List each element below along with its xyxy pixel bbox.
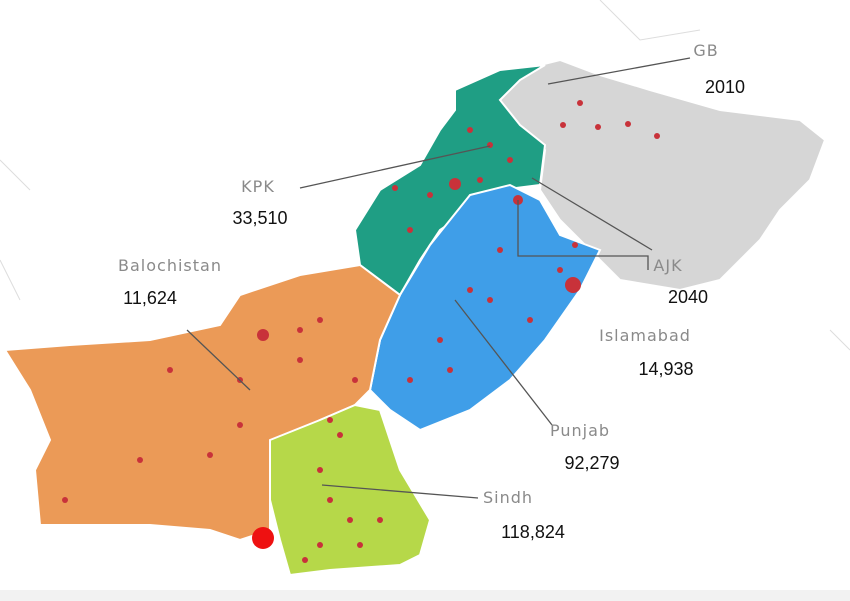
region-value: 2040 <box>668 287 708 307</box>
region-name: AJK <box>653 256 682 275</box>
outlines <box>0 0 850 351</box>
region-value: 118,824 <box>501 522 565 542</box>
region-name: Punjab <box>550 421 610 440</box>
sindh-region <box>269 403 432 577</box>
city-dots <box>62 100 660 563</box>
region-value: 33,510 <box>232 208 287 228</box>
region-name: Sindh <box>483 488 533 507</box>
footer-bar <box>0 590 850 601</box>
region-value: 2010 <box>705 77 745 97</box>
labels: GB 2010 KPK 33,510 Balochistan 11,624 AJ… <box>118 41 745 542</box>
region-value: 14,938 <box>638 359 693 379</box>
region-value: 92,279 <box>564 453 619 473</box>
region-name: GB <box>693 41 718 60</box>
region-name: Islamabad <box>599 326 691 345</box>
region-name: Balochistan <box>118 256 222 275</box>
region-value: 11,624 <box>123 288 177 308</box>
region-name: KPK <box>241 177 275 196</box>
leader-lines <box>186 57 691 499</box>
